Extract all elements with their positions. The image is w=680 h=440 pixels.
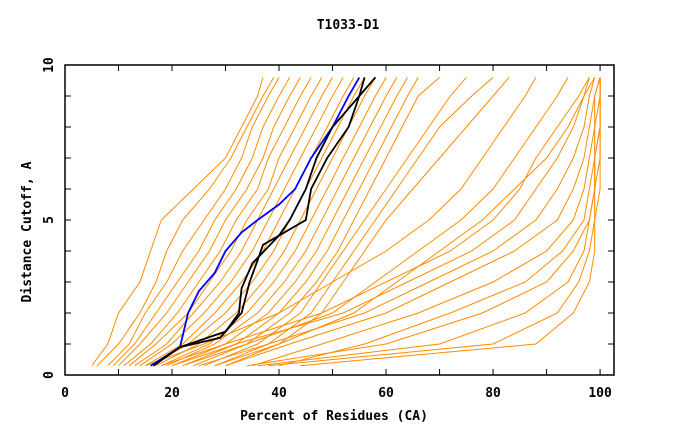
model-curve-9 (139, 77, 344, 367)
highlight-curve-2 (152, 77, 366, 367)
model-curve-23 (198, 77, 596, 367)
model-curve-2 (96, 77, 275, 367)
model-curve-13 (161, 77, 387, 367)
model-curve-19 (214, 77, 494, 367)
chart-title: T1033-D1 (317, 18, 380, 33)
curves-layer (91, 76, 601, 367)
y-axis-label: Distance Cutoff, A (20, 161, 35, 302)
x-tick-label: 100 (588, 386, 612, 401)
model-curve-16 (182, 77, 419, 367)
model-curve-18 (203, 77, 467, 367)
x-tick-label: 80 (485, 386, 501, 401)
model-curve-5 (118, 77, 301, 367)
model-curve-4 (112, 77, 291, 367)
x-tick-label: 20 (164, 386, 180, 401)
highlight-curve-3 (152, 76, 377, 367)
model-curve-12 (155, 77, 376, 367)
model-curve-32 (145, 77, 537, 367)
model-curve-24 (225, 77, 601, 367)
model-curve-29 (268, 77, 601, 367)
model-curve-14 (166, 77, 398, 367)
model-curve-7 (128, 77, 323, 367)
model-curve-21 (161, 77, 590, 367)
model-curve-33 (214, 77, 590, 367)
ticks-layer: 0 20 40 60 80 100 0 5 10 (42, 57, 614, 401)
model-curve-22 (171, 77, 596, 367)
x-tick-label: 60 (378, 386, 394, 401)
model-curve-1 (91, 77, 264, 366)
model-curve-11 (150, 77, 366, 367)
model-curve-10 (145, 77, 355, 367)
x-tick-label: 40 (271, 386, 287, 401)
x-tick-label: 0 (61, 386, 69, 401)
model-curve-6 (123, 77, 312, 367)
model-curve-17 (193, 77, 440, 367)
y-tick-label: 0 (42, 371, 57, 379)
model-curve-3 (107, 77, 280, 367)
model-curve-15 (171, 77, 408, 367)
x-axis-label: Percent of Residues (CA) (240, 409, 428, 424)
model-curve-30 (300, 77, 601, 367)
y-tick-label: 5 (42, 216, 57, 224)
model-curve-31 (182, 77, 569, 367)
y-tick-label: 10 (42, 57, 57, 73)
model-curve-26 (278, 77, 601, 367)
model-curve-25 (252, 77, 601, 367)
